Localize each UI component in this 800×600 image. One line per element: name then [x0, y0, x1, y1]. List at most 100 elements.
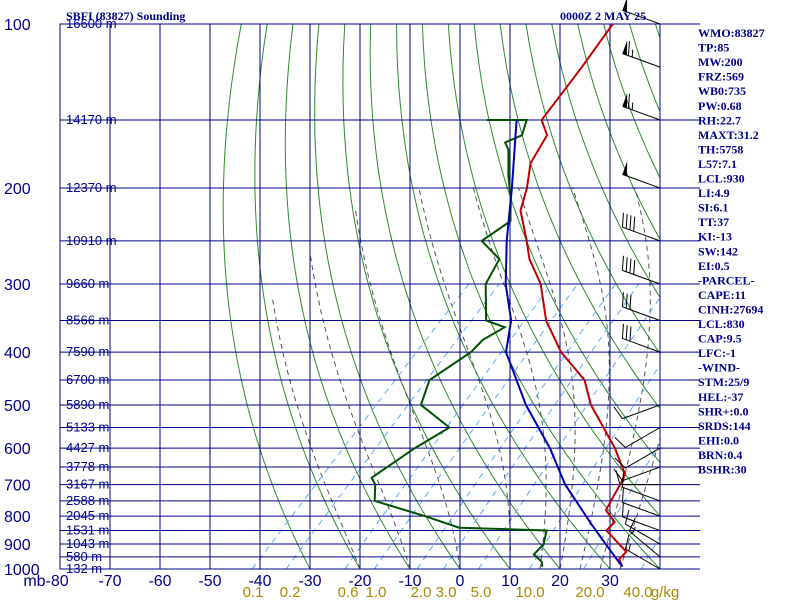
moist-adiabat-line [309, 254, 411, 569]
pressure-tick-labels: 1000 900 800 700 600 500 400 300 200 100 [4, 17, 40, 579]
dry-adiabat-line [759, 24, 800, 581]
wind-barb-flag [629, 215, 632, 230]
wind-barb-flag [624, 534, 630, 550]
temperature-tick-label: 0 [456, 573, 465, 590]
mixing-ratio-line [583, 442, 660, 569]
wind-barb-flag [621, 323, 624, 339]
index-value: WB0:735 [698, 84, 746, 98]
dry-adiabat-line [421, 24, 660, 569]
dry-adiabat-line [785, 24, 800, 581]
wind-barb-half-flag [631, 102, 634, 110]
wind-barb-flag [629, 258, 632, 274]
index-value: LFC:-1 [698, 346, 736, 360]
isobars [60, 23, 700, 570]
wind-barb [621, 255, 661, 285]
station-title: SBFI (83827) Sounding [66, 9, 185, 23]
index-value: STM:25/9 [698, 375, 749, 389]
wind-barb-flag [625, 293, 628, 309]
wind-barb [622, 0, 661, 25]
wind-barb-staff [625, 523, 661, 545]
mixing-ratio-label: g/kg [651, 584, 679, 600]
wind-barb-staff [622, 404, 661, 420]
temperature-tick-label: -10 [398, 573, 421, 590]
wind-barb [621, 487, 661, 517]
dry-adiabat-line [222, 24, 311, 569]
wind-barb-staff [622, 269, 661, 285]
height-label: 3167 m [66, 477, 109, 492]
dry-adiabat-line [369, 24, 561, 569]
mixing-ratio-label: 0.6 [338, 584, 359, 600]
wind-barb [622, 161, 661, 189]
wind-barb-staff [622, 516, 661, 532]
valid-time: 0000Z 2 MAY 25 [560, 9, 646, 23]
wind-barb-flag [633, 216, 636, 232]
index-value: SI:6.1 [698, 201, 728, 215]
height-label: 2045 m [66, 508, 109, 523]
moist-adiabat-line [572, 187, 610, 569]
wind-barb-staff [622, 105, 661, 121]
wind-barb-staff [625, 427, 661, 448]
height-label: 1043 m [66, 536, 109, 551]
wind-barb [614, 447, 661, 469]
mixing-ratio-label: 0.2 [280, 584, 301, 600]
index-value: TP:85 [698, 41, 729, 55]
pressure-tick-label: 500 [4, 398, 31, 415]
wind-barb [622, 40, 661, 68]
temperature-tick-label: -50 [198, 573, 221, 590]
temperature-tick-label: -30 [298, 573, 321, 590]
wind-barb-pennant [622, 161, 628, 177]
wind-barb [621, 472, 661, 502]
wind-barb-pennant [622, 40, 628, 56]
index-value: WMO:83827 [698, 26, 765, 40]
index-value: EI:0.5 [698, 259, 730, 273]
mixing-ratio-label: 3.0 [436, 584, 457, 600]
wind-barb-staff [622, 306, 661, 321]
mixing-ratio-label: 40.0 [623, 584, 652, 600]
wind-barb [613, 404, 661, 420]
index-value: MW:200 [698, 55, 743, 69]
wind-barb-flag [627, 41, 630, 56]
temperature-tick-label: 10 [501, 573, 519, 590]
dry-adiabat-line [314, 24, 461, 569]
dry-adiabat-line [447, 24, 660, 517]
pressure-tick-label: 200 [4, 181, 31, 198]
pressure-tick-label: 900 [4, 537, 31, 554]
index-value: LCL:930 [698, 172, 745, 186]
wind-barb-flag [624, 509, 630, 525]
index-value: RH:22.7 [698, 113, 741, 127]
wind-barb [628, 517, 661, 558]
dry-adiabat-line [499, 24, 660, 410]
dry-adiabat-line [577, 24, 660, 241]
wind-barb-flag [621, 292, 624, 307]
wind-barb [621, 323, 661, 353]
temperature-tick-label: -40 [248, 573, 271, 590]
temperature-tick-label: -70 [98, 573, 121, 590]
wind-barb-flag [621, 502, 624, 517]
wind-barb-staff [622, 9, 661, 25]
temperature-tick-label: mb-80 [23, 573, 68, 590]
plot-frame [59, 23, 661, 570]
pressure-tick-label: 600 [4, 441, 31, 458]
height-label: 2588 m [66, 493, 109, 508]
moist-adiabat-line [599, 187, 651, 569]
height-label: 6700 m [66, 372, 109, 387]
height-label: 132 m [66, 561, 102, 576]
height-label: 7590 m [66, 344, 109, 359]
wind-barb-staff [622, 173, 661, 189]
parcel-line [504, 119, 624, 568]
index-value: LCL:830 [698, 317, 745, 331]
height-label: 580 m [66, 549, 102, 564]
height-label: 12370 m [66, 180, 117, 195]
index-value: CINH:27694 [698, 302, 763, 316]
wind-barb-staff [622, 502, 661, 517]
height-label: 8566 m [66, 313, 109, 328]
index-value: TT:37 [698, 215, 729, 229]
height-label: 10910 m [66, 233, 117, 248]
index-value: -WIND- [698, 361, 740, 375]
wind-barb-staff [622, 337, 661, 353]
index-value: BRN:0.4 [698, 448, 742, 462]
temperature-tick-label: 20 [551, 573, 569, 590]
height-label: 3778 m [66, 459, 109, 474]
mixing-ratio-line [640, 535, 660, 569]
